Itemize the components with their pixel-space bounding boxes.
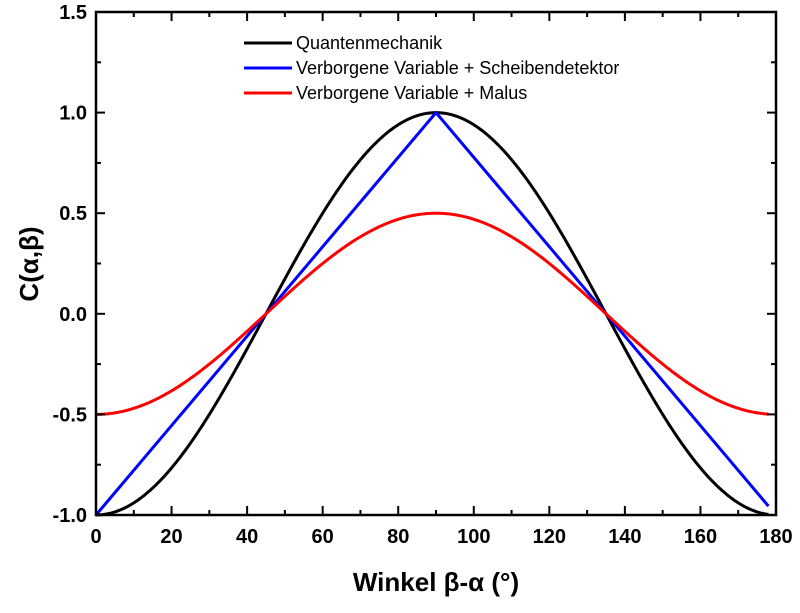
y-tick-labels: -1.0 -0.5 0.0 0.5 1.0 1.5 xyxy=(53,2,87,527)
curves-layer xyxy=(94,111,770,517)
series-line-1 xyxy=(94,111,770,516)
x-tick-label: 120 xyxy=(533,526,566,548)
y-tick-label: 0.0 xyxy=(59,304,87,326)
x-tick-label: 0 xyxy=(90,526,101,548)
x-tick-label: 80 xyxy=(387,526,409,548)
y-tick-label: -0.5 xyxy=(53,404,87,426)
x-tick-labels: 0 20 40 60 80 100 120 140 160 180 xyxy=(90,526,792,548)
x-tick-label: 140 xyxy=(608,526,641,548)
ticks-layer xyxy=(95,11,777,516)
x-axis-title: Winkel β-α (°) xyxy=(353,567,519,597)
x-tick-label: 40 xyxy=(236,526,258,548)
y-tick-label: 1.5 xyxy=(59,2,87,24)
x-tick-label: 100 xyxy=(457,526,490,548)
y-tick-label: -1.0 xyxy=(53,505,87,527)
y-tick-label: 0.5 xyxy=(59,203,87,225)
legend-label-1: Verborgene Variable + Scheibendetektor xyxy=(296,58,619,78)
legend-label-0: Quantenmechanik xyxy=(296,33,443,53)
x-tick-label: 20 xyxy=(160,526,182,548)
x-tick-label: 160 xyxy=(684,526,717,548)
series-line-0 xyxy=(95,111,769,517)
x-tick-label: 180 xyxy=(759,526,792,548)
y-axis-title: C(α,β) xyxy=(14,226,44,301)
y-tick-label: 1.0 xyxy=(59,103,87,125)
series-line-2 xyxy=(95,211,769,416)
x-tick-label: 60 xyxy=(312,526,334,548)
legend-label-2: Verborgene Variable + Malus xyxy=(296,83,527,103)
legend: Quantenmechanik Verborgene Variable + Sch… xyxy=(244,33,619,103)
